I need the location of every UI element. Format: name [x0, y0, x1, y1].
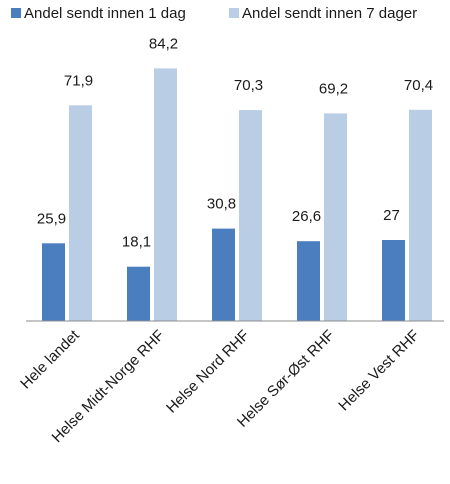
data-label-2-3: 69,2 — [319, 80, 348, 97]
x-tick-label-4: Helse Vest RHF — [335, 327, 422, 414]
data-label-1-0: 25,9 — [37, 210, 66, 227]
legend-swatch-series-2 — [229, 8, 239, 18]
x-tick-label-2: Helse Nord RHF — [163, 327, 253, 417]
bar-1-0 — [42, 243, 65, 321]
data-label-2-1: 84,2 — [149, 35, 178, 52]
bar-2-2 — [239, 110, 262, 321]
x-tick-label-3: Helse Sør-Øst RHF — [234, 327, 338, 431]
data-label-1-2: 30,8 — [207, 196, 236, 213]
bar-1-1 — [127, 266, 150, 321]
legend-label-series-2: Andel sendt innen 7 dager — [242, 5, 417, 22]
bar-1-4 — [382, 240, 405, 321]
bars-group — [42, 68, 432, 322]
bar-1-2 — [212, 228, 235, 321]
data-label-1-1: 18,1 — [122, 234, 151, 251]
bar-2-4 — [409, 109, 432, 321]
x-tick-label-0: Hele landet — [17, 326, 83, 392]
data-label-2-4: 70,4 — [404, 77, 433, 94]
data-label-2-0: 71,9 — [64, 72, 93, 89]
data-label-2-2: 70,3 — [234, 77, 263, 94]
bar-2-3 — [324, 113, 347, 322]
legend: Andel sendt innen 1 dag Andel sendt inne… — [11, 5, 417, 22]
data-label-1-3: 26,6 — [292, 208, 321, 225]
bar-1-3 — [297, 241, 320, 321]
data-label-1-4: 27 — [383, 207, 400, 224]
legend-label-series-1: Andel sendt innen 1 dag — [24, 5, 186, 22]
legend-swatch-series-1 — [11, 8, 21, 18]
data-labels-group: 25,9 71,9 18,1 84,2 30,8 70,3 26,6 69,2 27 70,4 — [37, 35, 433, 250]
bar-2-1 — [154, 68, 177, 322]
bar-2-0 — [69, 105, 92, 321]
